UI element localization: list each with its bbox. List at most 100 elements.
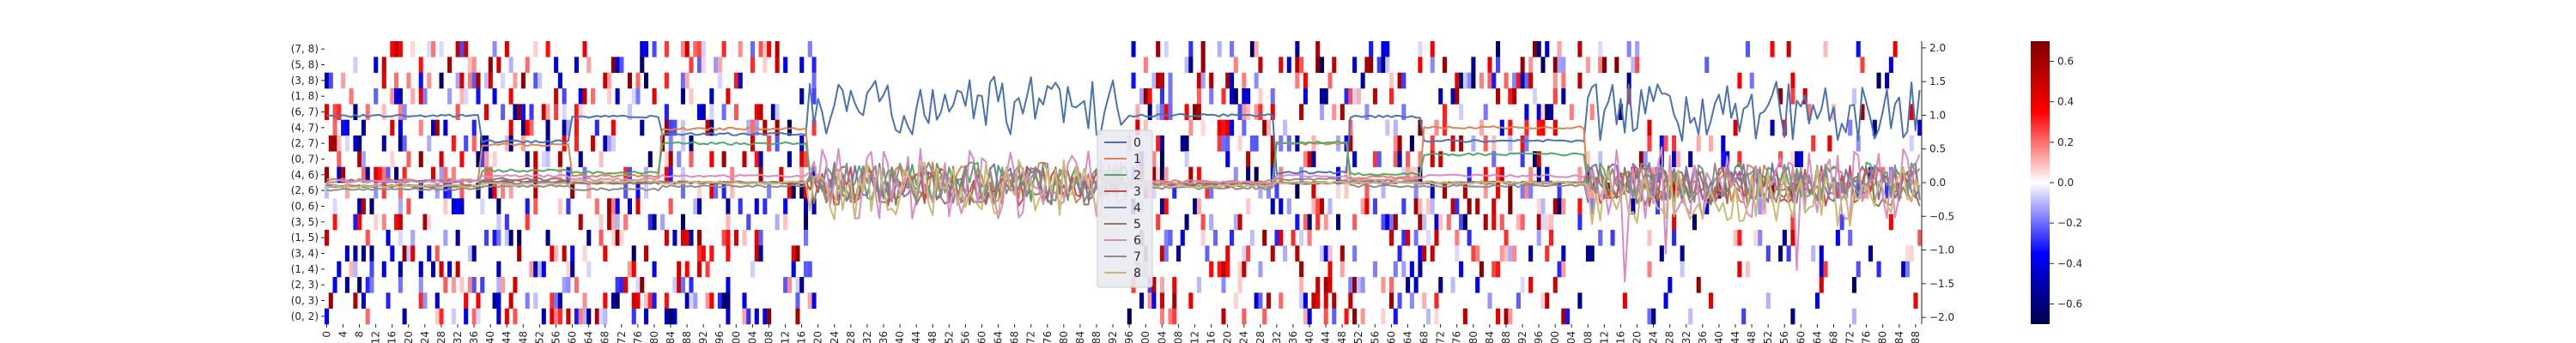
- heatmap-cell: [1184, 151, 1189, 167]
- heatmap-cell: [1246, 151, 1251, 167]
- heatmap-cell: [1569, 104, 1574, 120]
- heatmap-cell: [447, 183, 453, 199]
- heatmap-cell: [1397, 292, 1402, 309]
- heatmap-cell: [574, 119, 579, 136]
- heatmap-cell: [418, 151, 423, 167]
- heatmap-cell: [1139, 292, 1145, 309]
- heatmap-cell: [1209, 214, 1214, 231]
- heatmap-cell: [668, 166, 673, 184]
- heatmap-cell: [427, 41, 432, 57]
- heatmap-cell: [1172, 292, 1177, 309]
- heatmap-cell: [1462, 308, 1467, 325]
- heatmap-cell: [1692, 214, 1697, 231]
- heatmap-cell: [631, 292, 636, 309]
- heatmap-cell: [631, 308, 636, 325]
- heatmap-cell: [783, 198, 788, 214]
- heatmap-cell: [1765, 245, 1771, 262]
- heatmap-cell: [439, 166, 444, 184]
- heatmap-cell: [1647, 135, 1652, 152]
- heatmap-cell: [455, 72, 460, 89]
- heatmap-cell: [799, 151, 805, 167]
- heatmap-cell: [1536, 41, 1541, 57]
- right-tick-label: 0.5: [1929, 143, 1946, 155]
- heatmap-cell: [1340, 245, 1345, 262]
- x-tick-label: 384: [1893, 331, 1905, 343]
- heatmap-cell: [631, 261, 636, 278]
- heatmap-cell: [1393, 261, 1398, 278]
- heatmap-cell: [496, 57, 501, 73]
- heatmap-cell: [1242, 245, 1247, 262]
- heatmap-cell: [684, 230, 690, 246]
- heatmap-cell: [1741, 308, 1747, 325]
- x-tick-label: 288: [1500, 331, 1512, 343]
- heatmap-cell: [1561, 261, 1566, 278]
- x-tick-label: 192: [1107, 331, 1119, 343]
- heatmap-cell: [1786, 245, 1791, 262]
- heatmap-cell: [1893, 41, 1898, 57]
- heatmap-cell: [1209, 88, 1214, 105]
- x-tick-label: 52: [533, 331, 545, 343]
- x-tick-label: 236: [1287, 331, 1299, 343]
- heatmap-cell: [451, 198, 456, 214]
- heatmap-cell: [1459, 135, 1464, 152]
- heatmap-cell: [1790, 230, 1795, 246]
- heatmap-cell: [369, 277, 374, 293]
- heatmap-cell: [1283, 245, 1288, 262]
- x-tick-label: 112: [780, 331, 792, 343]
- x-tick-label: 264: [1401, 331, 1413, 343]
- heatmap-cell: [1385, 41, 1390, 57]
- heatmap-cell: [586, 261, 592, 278]
- heatmap-cell: [1270, 245, 1275, 262]
- heatmap-cell: [1909, 104, 1914, 120]
- heatmap-cell: [562, 245, 567, 262]
- heatmap-cell: [591, 135, 596, 152]
- heatmap-cell: [1532, 151, 1537, 167]
- heatmap-cell: [1549, 104, 1554, 120]
- heatmap-cell: [1258, 104, 1263, 120]
- heatmap-cell: [1471, 135, 1476, 152]
- heatmap-cell: [1545, 104, 1550, 120]
- heatmap-cell: [471, 277, 477, 293]
- x-tick-label: 372: [1844, 331, 1856, 343]
- heatmap-cell: [1348, 292, 1353, 309]
- heatmap-cell: [1851, 308, 1856, 325]
- heatmap-cell: [1520, 151, 1525, 167]
- heatmap-cell: [1496, 88, 1501, 105]
- heatmap-cell: [1647, 119, 1652, 136]
- heatmap-cell: [705, 261, 710, 278]
- heatmap-cell: [1159, 135, 1164, 152]
- x-tick-label: 212: [1188, 331, 1200, 343]
- heatmap-cell: [1315, 292, 1321, 309]
- heatmap-cell: [1499, 214, 1504, 231]
- legend-label-4: 4: [1133, 202, 1141, 215]
- heatmap-cell: [677, 277, 682, 293]
- heatmap-cell: [557, 72, 562, 89]
- heatmap-cell: [705, 119, 710, 136]
- heatmap-cell: [492, 151, 497, 167]
- heatmap-cell: [640, 57, 645, 73]
- y-tick-label: (2, 6): [291, 184, 319, 196]
- heatmap-cell: [1798, 151, 1803, 167]
- heatmap-cell: [1540, 104, 1546, 120]
- heatmap-cell: [1499, 166, 1504, 184]
- heatmap-cell: [484, 72, 489, 89]
- heatmap-cell: [1237, 104, 1242, 120]
- heatmap-cell: [627, 72, 632, 89]
- heatmap-cell: [689, 88, 694, 105]
- heatmap-cell: [1127, 308, 1132, 325]
- heatmap-cell: [1901, 261, 1906, 278]
- heatmap-cell: [644, 72, 649, 89]
- y-tick-label: (3, 5): [291, 216, 319, 228]
- heatmap-cell: [1524, 135, 1529, 152]
- x-tick-label: 136: [878, 331, 890, 343]
- heatmap-cell: [1135, 119, 1140, 136]
- heatmap-cell: [1540, 292, 1546, 309]
- heatmap-cell: [697, 183, 702, 199]
- heatmap-cell: [574, 277, 579, 293]
- heatmap-cell: [1242, 119, 1247, 136]
- heatmap-cell: [726, 230, 731, 246]
- heatmap-cell: [1274, 183, 1279, 199]
- heatmap-cell: [1434, 230, 1439, 246]
- heatmap-cell: [754, 308, 759, 325]
